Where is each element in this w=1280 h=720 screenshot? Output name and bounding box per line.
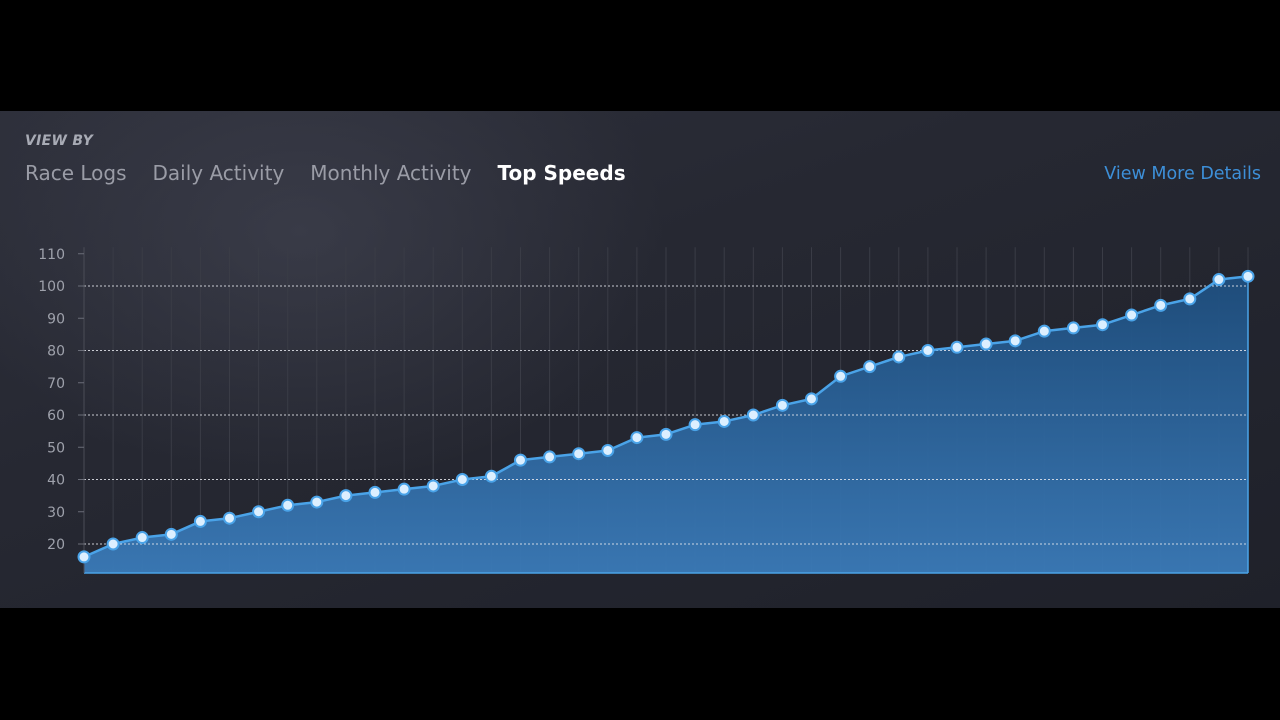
view-more-details-link[interactable]: View More Details bbox=[1104, 164, 1261, 184]
data-point bbox=[514, 453, 527, 467]
data-point bbox=[746, 408, 760, 422]
y-tick-label: 100 bbox=[38, 279, 65, 295]
data-point bbox=[455, 473, 469, 486]
tab-daily-activity[interactable]: Daily Activity bbox=[152, 161, 285, 185]
top-speeds-panel: 20 30 40 50 60 70 80 90 100 110 VIEW BY Race Logs… bbox=[0, 111, 1280, 608]
data-point bbox=[193, 514, 207, 528]
top-speeds-chart: 20 30 40 50 60 70 80 90 100 110 bbox=[38, 247, 1255, 574]
data-point bbox=[775, 398, 789, 412]
data-point bbox=[1183, 292, 1197, 306]
view-by-label: VIEW BY bbox=[25, 133, 94, 149]
y-tick-label: 90 bbox=[47, 311, 65, 327]
y-tick-label: 40 bbox=[47, 473, 65, 489]
y-tick-label: 20 bbox=[47, 537, 65, 553]
data-point bbox=[630, 431, 644, 445]
data-point bbox=[659, 427, 673, 441]
data-point bbox=[106, 537, 120, 551]
data-point bbox=[368, 485, 382, 499]
data-point bbox=[135, 531, 149, 545]
y-tick-label: 30 bbox=[47, 505, 65, 521]
data-point bbox=[310, 495, 324, 509]
data-point bbox=[1212, 273, 1226, 287]
tab-top-speeds[interactable]: Top Speeds bbox=[497, 161, 626, 185]
data-point bbox=[484, 469, 498, 483]
data-point bbox=[717, 414, 731, 428]
view-tabs: Race Logs Daily Activity Monthly Activit… bbox=[25, 161, 626, 185]
y-tick-label: 110 bbox=[38, 247, 65, 263]
data-point bbox=[77, 550, 91, 564]
data-point bbox=[950, 340, 964, 354]
data-point bbox=[1096, 318, 1109, 332]
y-tick-label: 70 bbox=[47, 376, 65, 392]
data-point bbox=[1037, 324, 1051, 338]
data-point bbox=[805, 392, 818, 406]
data-point bbox=[426, 479, 440, 493]
tab-monthly-activity[interactable]: Monthly Activity bbox=[310, 161, 472, 185]
data-point bbox=[339, 489, 353, 503]
data-point bbox=[863, 360, 877, 374]
data-point bbox=[397, 482, 411, 496]
data-point bbox=[223, 511, 236, 525]
y-tick-label: 80 bbox=[47, 344, 65, 360]
data-point bbox=[601, 443, 615, 457]
data-point bbox=[543, 450, 557, 464]
data-point bbox=[1241, 269, 1255, 283]
data-point bbox=[572, 447, 586, 461]
data-point bbox=[281, 498, 295, 512]
data-point bbox=[979, 337, 993, 351]
data-point bbox=[1125, 308, 1139, 322]
data-point bbox=[892, 350, 906, 364]
data-point bbox=[1066, 321, 1080, 335]
data-point bbox=[834, 369, 848, 383]
y-tick-label: 50 bbox=[47, 440, 65, 456]
y-tick-label: 60 bbox=[47, 408, 65, 424]
data-point bbox=[921, 344, 935, 357]
data-point bbox=[164, 527, 178, 541]
data-point bbox=[1008, 334, 1022, 348]
data-point bbox=[688, 418, 702, 432]
tab-race-logs[interactable]: Race Logs bbox=[25, 161, 127, 185]
data-point bbox=[1154, 298, 1168, 312]
data-point bbox=[252, 505, 266, 519]
